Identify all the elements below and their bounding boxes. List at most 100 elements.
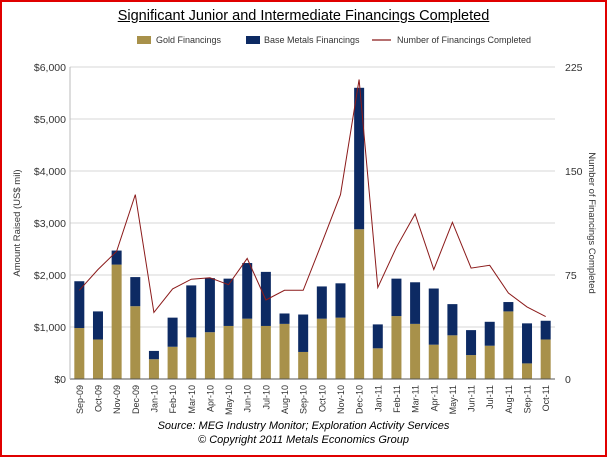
y2-tick-label: 75 bbox=[565, 270, 577, 282]
bar-gold bbox=[316, 318, 327, 379]
financings-count-line bbox=[78, 79, 546, 318]
bar-base-metals bbox=[391, 278, 402, 317]
legend-label-gold: Gold Financings bbox=[156, 35, 222, 45]
bar-gold bbox=[522, 363, 533, 379]
bars bbox=[74, 87, 551, 379]
bar-base-metals bbox=[447, 304, 458, 336]
y-axis-title: Amount Raised (US$ mil) bbox=[12, 169, 23, 276]
x-tick-label: Jan-11 bbox=[373, 385, 383, 412]
x-tick-label: Apr-10 bbox=[205, 385, 215, 412]
bar-gold bbox=[167, 346, 178, 379]
bar-gold bbox=[428, 344, 439, 379]
bar-base-metals bbox=[540, 320, 551, 340]
bar-base-metals bbox=[186, 285, 197, 338]
bar-gold bbox=[204, 332, 215, 379]
y-tick-label: $3,000 bbox=[34, 218, 66, 230]
axes: $0 $1,000 $2,000 $3,000 $4,000 $5,000 $6,000 0 7… bbox=[12, 62, 597, 415]
x-tick-label: Oct-09 bbox=[93, 385, 103, 412]
x-tick-label: Sep-11 bbox=[523, 385, 533, 413]
x-tick-label: Oct-11 bbox=[541, 385, 551, 411]
x-tick-label: Sep-09 bbox=[75, 385, 85, 414]
bar-base-metals bbox=[335, 283, 346, 318]
bar-gold bbox=[503, 311, 514, 379]
bar-base-metals bbox=[148, 350, 159, 360]
bar-base-metals bbox=[316, 286, 327, 319]
x-tick-label: Nov-09 bbox=[112, 385, 122, 414]
bar-base-metals bbox=[298, 314, 309, 352]
x-tick-label: Jan-10 bbox=[149, 385, 159, 413]
bar-gold bbox=[279, 323, 290, 379]
bar-base-metals bbox=[372, 324, 383, 349]
bar-gold bbox=[372, 348, 383, 379]
x-tick-label: May-10 bbox=[224, 385, 234, 415]
chart-title: Significant Junior and Intermediate Fina… bbox=[117, 8, 490, 24]
legend-label-count: Number of Financings Completed bbox=[397, 35, 531, 45]
bar-base-metals bbox=[503, 302, 514, 312]
bar-gold bbox=[410, 323, 421, 379]
gridlines bbox=[70, 66, 555, 328]
bar-base-metals bbox=[204, 278, 215, 333]
x-tick-label: Jul-10 bbox=[261, 385, 271, 410]
bar-base-metals bbox=[522, 323, 533, 364]
bar-base-metals bbox=[223, 278, 234, 326]
x-tick-label: Dec-10 bbox=[355, 385, 365, 414]
x-tick-label: Dec-09 bbox=[131, 385, 141, 414]
legend-swatch-base-metals bbox=[246, 36, 260, 44]
legend: Gold Financings Base Metals Financings Num… bbox=[137, 35, 531, 45]
bar-base-metals bbox=[279, 313, 290, 324]
line-series bbox=[78, 79, 546, 318]
y-tick-label: $1,000 bbox=[34, 322, 66, 334]
bar-base-metals bbox=[167, 317, 178, 347]
bar-gold bbox=[74, 328, 85, 379]
y2-tick-label: 225 bbox=[565, 62, 583, 74]
bar-gold bbox=[391, 316, 402, 379]
bar-gold bbox=[484, 345, 495, 379]
bar-gold bbox=[354, 229, 365, 379]
source-note: Source: MEG Industry Monitor; Exploratio… bbox=[157, 420, 450, 432]
y2-tick-label: 0 bbox=[565, 374, 571, 386]
bar-gold bbox=[298, 351, 309, 379]
bar-gold bbox=[540, 339, 551, 379]
x-tick-label: Aug-11 bbox=[504, 385, 514, 413]
y-tick-label: $4,000 bbox=[34, 166, 66, 178]
bar-base-metals bbox=[428, 288, 439, 345]
bar-base-metals bbox=[111, 250, 122, 265]
x-tick-label: Feb-10 bbox=[168, 385, 178, 414]
bar-gold bbox=[242, 318, 253, 379]
bar-gold bbox=[186, 337, 197, 379]
x-tick-label: Apr-11 bbox=[429, 385, 439, 411]
x-tick-label: Sep-10 bbox=[299, 385, 309, 414]
bar-gold bbox=[466, 355, 477, 379]
x-tick-label: Jul-11 bbox=[485, 385, 495, 409]
bar-base-metals bbox=[92, 311, 103, 340]
bar-gold bbox=[260, 325, 271, 379]
bar-gold bbox=[223, 325, 234, 379]
bar-base-metals bbox=[354, 87, 365, 230]
x-tick-label: Mar-10 bbox=[187, 385, 197, 414]
y-tick-label: $5,000 bbox=[34, 114, 66, 126]
bar-gold bbox=[148, 359, 159, 379]
x-tick-label: Jun-10 bbox=[243, 385, 253, 413]
x-tick-label: Jun-11 bbox=[467, 385, 477, 412]
bar-base-metals bbox=[466, 330, 477, 356]
x-tick-label: May-11 bbox=[448, 385, 458, 414]
bar-gold bbox=[111, 264, 122, 379]
bar-gold bbox=[447, 335, 458, 379]
y-tick-label: $2,000 bbox=[34, 270, 66, 282]
y2-axis-title: Number of Financings Completed bbox=[586, 152, 597, 294]
x-tick-label: Aug-10 bbox=[280, 385, 290, 414]
legend-label-base-metals: Base Metals Financings bbox=[264, 35, 360, 45]
y-tick-label: $6,000 bbox=[34, 62, 66, 74]
bar-base-metals bbox=[410, 282, 421, 324]
bar-gold bbox=[335, 317, 346, 379]
y2-tick-label: 150 bbox=[565, 166, 583, 178]
x-tick-label: Mar-11 bbox=[411, 385, 421, 413]
x-tick-label: Oct-10 bbox=[317, 385, 327, 412]
bar-base-metals bbox=[484, 321, 495, 346]
bar-base-metals bbox=[242, 263, 253, 319]
bar-base-metals bbox=[130, 277, 141, 307]
bar-gold bbox=[130, 306, 141, 379]
y-tick-label: $0 bbox=[54, 374, 66, 386]
